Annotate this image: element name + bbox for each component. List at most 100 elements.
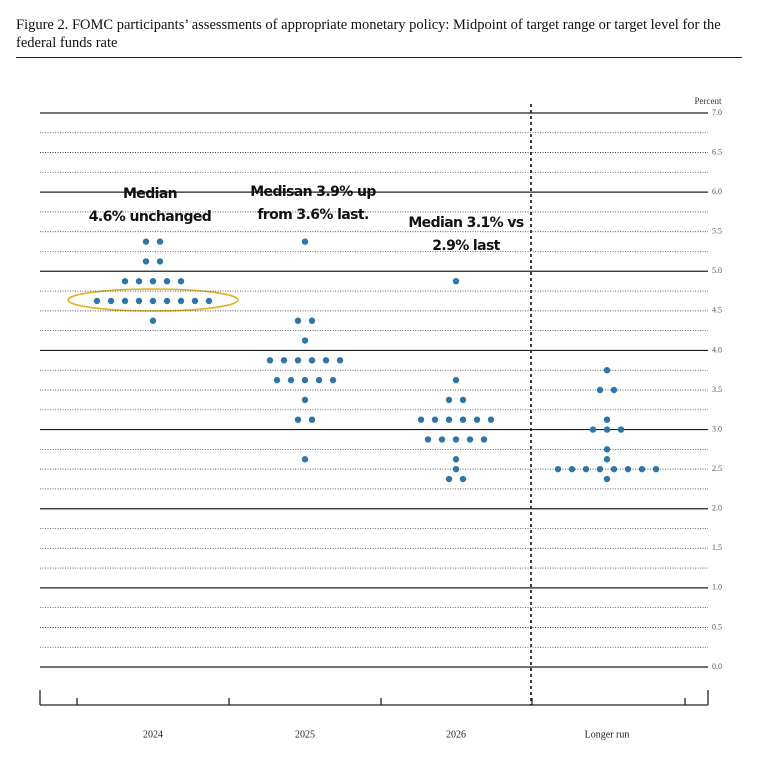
dot <box>308 357 316 364</box>
dot <box>466 436 474 443</box>
y-tick-label: 0.0 <box>712 662 722 671</box>
dot <box>603 446 611 453</box>
title-rule <box>16 57 742 58</box>
dot <box>603 416 611 423</box>
annotation: from 3.6% last. <box>257 207 368 223</box>
dot <box>603 367 611 374</box>
dot <box>459 475 467 483</box>
dot <box>301 456 309 463</box>
dot <box>308 317 316 324</box>
dot <box>452 465 460 473</box>
dot <box>638 465 646 473</box>
dot <box>452 436 460 443</box>
y-tick-label: 2.0 <box>712 504 722 513</box>
dot <box>149 297 157 305</box>
dot <box>294 357 302 364</box>
dot <box>603 475 611 483</box>
y-tick-label: 0.5 <box>712 622 722 631</box>
dot <box>473 416 481 423</box>
dot <box>596 465 604 473</box>
dot <box>301 376 309 384</box>
y-axis-label: Percent <box>695 96 722 106</box>
y-tick-label: 1.0 <box>712 583 722 592</box>
dot <box>480 436 488 443</box>
annotation: 2.9% last <box>432 238 500 254</box>
dot <box>459 416 467 423</box>
dot <box>107 297 115 305</box>
dot <box>568 465 576 473</box>
x-tick-label: 2025 <box>295 729 315 740</box>
dot <box>301 337 309 344</box>
y-tick-label: 3.5 <box>712 385 722 394</box>
dot <box>177 297 185 305</box>
annotation: Medisan 3.9% up <box>250 184 376 200</box>
dot <box>417 416 425 423</box>
y-tick-label: 5.5 <box>712 227 722 236</box>
annotation: Median <box>123 186 177 202</box>
dot <box>315 376 323 384</box>
dot <box>266 357 274 364</box>
dot <box>156 238 164 245</box>
dot <box>280 357 288 364</box>
y-tick-label: 6.5 <box>712 147 722 156</box>
dot <box>431 416 439 423</box>
dot <box>487 416 495 423</box>
dot <box>294 317 302 324</box>
dot <box>624 465 632 473</box>
dot <box>610 465 618 473</box>
dot <box>582 465 590 473</box>
dot <box>93 297 101 305</box>
y-tick-label: 2.5 <box>712 464 722 473</box>
dot <box>445 396 453 404</box>
dot <box>135 277 143 285</box>
dot <box>142 238 150 245</box>
dot <box>163 297 171 305</box>
y-tick-label: 6.0 <box>712 187 722 196</box>
dot <box>452 376 460 384</box>
dot <box>603 456 611 463</box>
dot <box>424 436 432 443</box>
y-tick-label: 3.0 <box>712 424 722 433</box>
dot <box>329 376 337 384</box>
annotation: Median 3.1% vs <box>408 215 524 231</box>
annotation: 4.6% unchanged <box>89 209 211 225</box>
y-tick-label: 5.0 <box>712 266 722 275</box>
dot <box>445 475 453 483</box>
dot <box>452 277 460 285</box>
dot <box>191 297 199 305</box>
x-tick-label: 2026 <box>446 729 466 740</box>
dot <box>121 277 129 285</box>
x-tick-label: Longer run <box>585 729 630 740</box>
dot <box>438 436 446 443</box>
dot <box>121 297 129 305</box>
dot <box>301 238 309 245</box>
y-tick-label: 4.0 <box>712 345 722 354</box>
dot <box>603 426 611 433</box>
dot <box>149 277 157 285</box>
dot <box>445 416 453 423</box>
dot <box>596 386 604 394</box>
y-tick-label: 1.5 <box>712 543 722 552</box>
dot <box>301 396 309 404</box>
dot <box>177 277 185 285</box>
dot <box>163 277 171 285</box>
dot <box>452 456 460 463</box>
dot <box>589 426 597 433</box>
x-tick-label: 2024 <box>143 729 163 740</box>
y-tick-label: 7.0 <box>712 108 722 117</box>
dot <box>273 376 281 384</box>
dot <box>322 357 330 364</box>
dot <box>336 357 344 364</box>
x-axis <box>39 690 709 706</box>
dot <box>149 317 157 324</box>
dot <box>294 416 302 423</box>
dot <box>554 465 562 473</box>
dot <box>617 426 625 433</box>
dot <box>610 386 618 394</box>
dot <box>652 465 660 473</box>
chart-title: Figure 2. FOMC participants’ assessments… <box>16 17 721 51</box>
dot <box>142 258 150 265</box>
dot <box>135 297 143 305</box>
